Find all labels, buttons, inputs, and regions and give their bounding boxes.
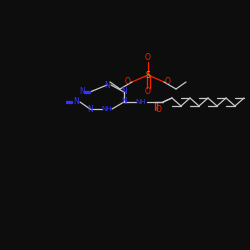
Text: O: O xyxy=(145,88,151,96)
Text: N: N xyxy=(79,88,85,96)
Text: N: N xyxy=(73,98,79,106)
Text: S: S xyxy=(146,70,150,80)
Text: O: O xyxy=(165,78,171,86)
Text: O: O xyxy=(156,106,162,114)
Text: N: N xyxy=(121,98,127,106)
Text: O: O xyxy=(145,54,151,62)
Text: N: N xyxy=(87,104,93,114)
Text: O: O xyxy=(125,78,131,86)
Text: N: N xyxy=(104,80,110,90)
Text: N: N xyxy=(121,88,127,96)
Text: NH: NH xyxy=(102,106,112,112)
Text: NH: NH xyxy=(136,99,146,105)
